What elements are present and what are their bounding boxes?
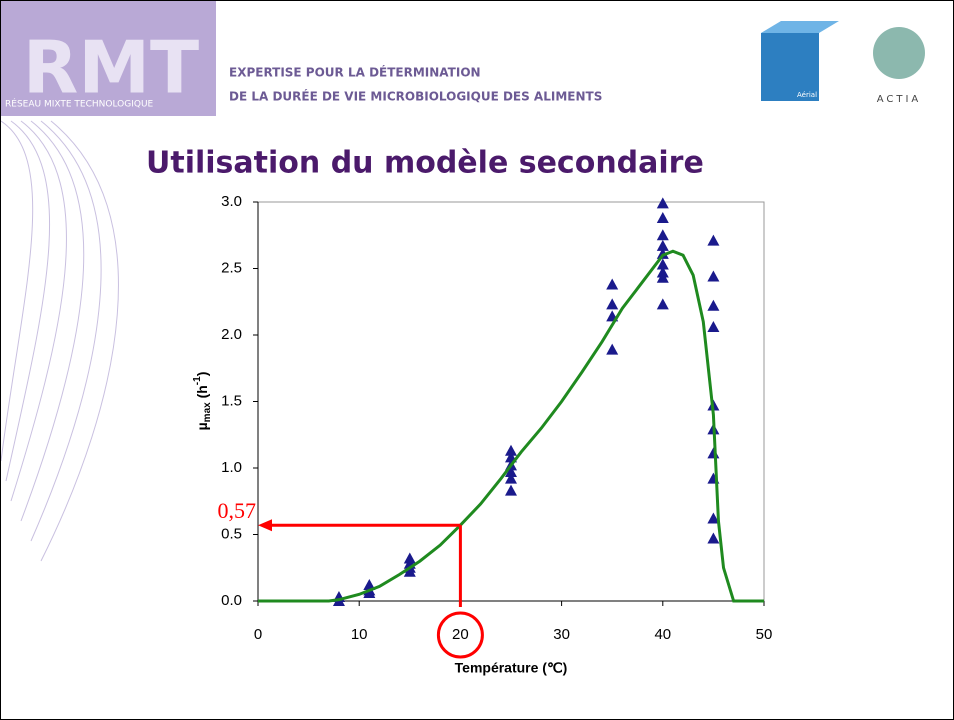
data-point bbox=[505, 484, 517, 496]
logo-text: RMT bbox=[23, 26, 199, 110]
y-label-part: µ bbox=[194, 422, 210, 430]
data-point bbox=[707, 270, 720, 282]
y-tick-label: 0.0 bbox=[221, 592, 242, 609]
data-point bbox=[505, 465, 517, 477]
data-point bbox=[656, 197, 669, 209]
annotation-label: 0,57 bbox=[218, 498, 257, 523]
x-tick-label: 10 bbox=[351, 626, 368, 643]
x-tick-label: 40 bbox=[654, 626, 671, 643]
y-tick-label: 0.5 bbox=[221, 525, 242, 542]
data-point bbox=[656, 258, 669, 270]
x-axis-label: Température (℃) bbox=[455, 660, 568, 676]
y-tick-label: 3.0 bbox=[221, 193, 242, 210]
y-tick-label: 2.5 bbox=[221, 259, 242, 276]
data-point bbox=[707, 321, 720, 333]
model-curve bbox=[258, 249, 764, 603]
decor-waves bbox=[1, 120, 119, 562]
annotation-arrow bbox=[258, 519, 272, 532]
x-tick-label: 50 bbox=[756, 626, 773, 643]
data-point bbox=[606, 298, 619, 310]
slide-title: Utilisation du modèle secondaire bbox=[146, 146, 704, 181]
data-point bbox=[656, 247, 669, 259]
data-point bbox=[363, 587, 376, 599]
y-tick-label: 2.0 bbox=[221, 326, 242, 343]
logo-block bbox=[1, 1, 216, 116]
partner-name: Aérial bbox=[797, 91, 817, 99]
data-point bbox=[606, 343, 619, 355]
y-tick-label: 1.5 bbox=[221, 392, 242, 409]
aerial-logo bbox=[761, 21, 839, 33]
partner-name: ACTIA bbox=[877, 94, 922, 105]
data-point bbox=[707, 532, 720, 544]
annotation-circle bbox=[436, 611, 484, 659]
y-axis-label: µmax (h-1) bbox=[192, 372, 213, 431]
data-point bbox=[656, 229, 669, 241]
y-label-part: max bbox=[202, 402, 213, 422]
x-tick-label: 20 bbox=[452, 626, 469, 643]
data-point bbox=[656, 271, 669, 283]
data-point bbox=[707, 447, 720, 459]
data-point bbox=[656, 239, 669, 251]
data-point bbox=[656, 298, 669, 310]
y-label-part: ) bbox=[194, 372, 210, 377]
x-tick-label: 0 bbox=[254, 626, 262, 643]
data-point bbox=[656, 211, 669, 223]
y-tick-label: 1.0 bbox=[221, 459, 242, 476]
data-point bbox=[707, 234, 720, 246]
network-name: RÉSEAU MIXTE TECHNOLOGIQUE bbox=[5, 98, 154, 110]
plot-area bbox=[257, 201, 765, 602]
x-tick-label: 30 bbox=[553, 626, 570, 643]
header-line: EXPERTISE POUR LA DÉTERMINATION bbox=[229, 65, 481, 80]
data-point bbox=[707, 299, 720, 311]
data-point bbox=[505, 444, 517, 456]
actia-logo bbox=[873, 27, 925, 79]
header-line: DE LA DURÉE DE VIE MICROBIOLOGIQUE DES A… bbox=[229, 89, 602, 104]
data-point bbox=[606, 278, 619, 290]
data-point bbox=[505, 472, 517, 484]
data-point bbox=[403, 565, 416, 577]
data-point bbox=[707, 512, 720, 524]
y-label-part: -1 bbox=[192, 376, 203, 385]
aerial-logo bbox=[761, 33, 819, 101]
y-label-part: (h bbox=[194, 385, 210, 402]
